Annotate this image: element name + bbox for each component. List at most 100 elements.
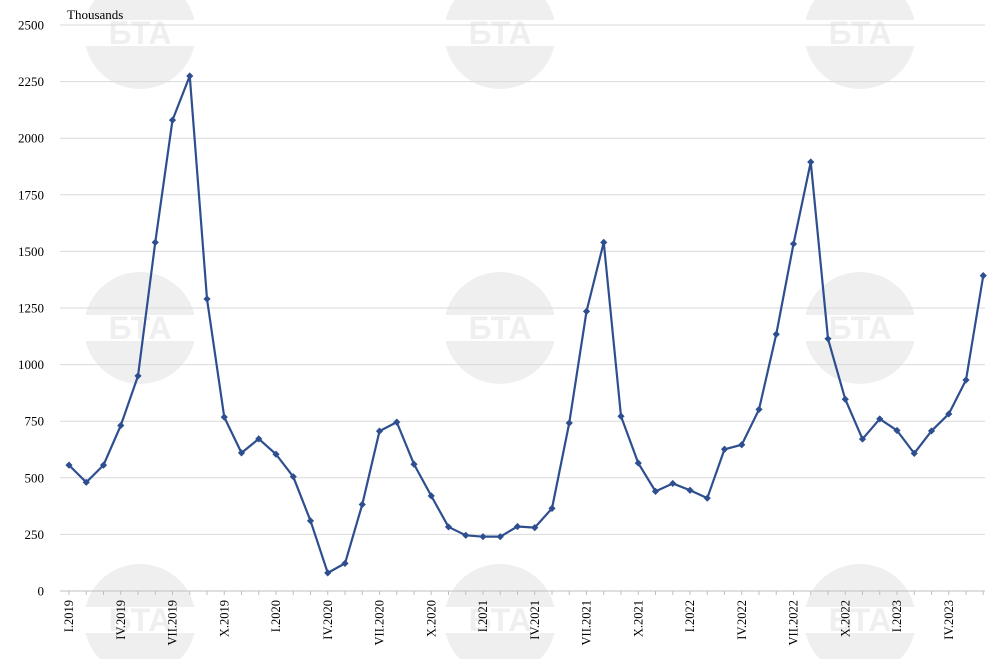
watermark-text: БТА [829, 15, 892, 51]
data-point [203, 295, 211, 303]
data-point [324, 569, 332, 577]
x-tick-label: I.2023 [890, 600, 904, 632]
series-layer [65, 72, 987, 577]
x-tick-label: VII.2021 [580, 600, 594, 645]
data-point [289, 473, 297, 481]
y-axis: 0 250 500 750 1000 1250 1500 1750 2000 2250 2500 [18, 18, 44, 599]
data-point [410, 460, 418, 468]
x-tick-label: I.2019 [62, 600, 76, 632]
y-tick-label: 2500 [18, 18, 44, 33]
data-point [824, 335, 832, 343]
data-point [462, 531, 470, 539]
watermark-text: БТА [829, 310, 892, 346]
y-tick-label: 2000 [18, 131, 44, 146]
series-line [68, 74, 985, 574]
data-point [634, 459, 642, 467]
watermark-logo: БТА [804, 272, 916, 384]
x-tick-label: IV.2023 [942, 600, 956, 640]
y-tick-label: 750 [25, 414, 45, 429]
data-point [720, 445, 729, 453]
watermark-text: БТА [109, 15, 172, 51]
data-point [945, 410, 953, 418]
watermark-logo: БТА [444, 564, 556, 659]
watermark-text: БТА [109, 602, 172, 638]
x-tick-label: I.2022 [683, 600, 697, 632]
data-point [893, 426, 901, 435]
data-point [531, 524, 539, 532]
x-tick-label: I.2020 [269, 600, 283, 632]
watermark-text: БТА [469, 310, 532, 346]
y-tick-label: 250 [25, 527, 45, 542]
unit-label: Thousands [67, 7, 123, 22]
x-tick-label: IV.2022 [735, 600, 749, 640]
watermark-text: БТА [109, 310, 172, 346]
data-point [255, 435, 263, 443]
data-point [82, 478, 90, 486]
y-tick-label: 1750 [18, 187, 44, 202]
data-point [789, 240, 798, 248]
y-tick-label: 2250 [18, 74, 44, 89]
y-tick-label: 0 [38, 584, 45, 599]
data-point [703, 494, 711, 502]
data-point [927, 427, 936, 435]
gridlines [60, 24, 985, 535]
watermark-logo: БТА [84, 272, 196, 384]
data-point [237, 449, 246, 457]
data-point [186, 72, 194, 80]
y-tick-label: 1500 [18, 244, 44, 259]
data-point [565, 419, 573, 427]
data-point [669, 479, 677, 488]
x-tick-label: IV.2019 [114, 600, 128, 640]
x-axis: I.2019 IV.2019 VII.2019 X.2019 I.2020 IV.2020… [60, 590, 985, 645]
data-point [858, 435, 867, 443]
watermark-logo: БТА [84, 0, 196, 89]
data-point [393, 418, 401, 426]
x-tick-label: X.2022 [838, 600, 852, 637]
data-point [686, 486, 694, 494]
watermark-logo: БТА [444, 272, 556, 384]
x-tick-label: X.2019 [217, 600, 231, 637]
watermark-text: БТА [469, 15, 532, 51]
data-point [444, 523, 453, 531]
data-point [876, 415, 884, 423]
data-point [306, 517, 315, 525]
data-point [548, 504, 556, 512]
data-point [479, 533, 487, 541]
x-tick-label: X.2021 [631, 600, 645, 637]
x-tick-label: X.2020 [424, 600, 438, 637]
watermark-layer: БТА БТА БТА БТА БТА БТА БТА БТА БТА [84, 0, 916, 659]
data-point [134, 372, 142, 380]
y-tick-label: 500 [25, 470, 45, 485]
data-point [151, 238, 159, 246]
data-point [841, 395, 849, 403]
y-tick-label: 1000 [18, 357, 44, 372]
data-point [65, 461, 73, 469]
data-point [582, 307, 591, 315]
data-point [772, 330, 780, 338]
data-point [755, 405, 763, 414]
watermark-logo: БТА [444, 0, 556, 89]
x-tick-label: IV.2021 [528, 600, 542, 640]
watermark-logo: БТА [84, 564, 196, 659]
data-point [617, 412, 625, 420]
data-point [807, 158, 815, 166]
data-point [979, 272, 987, 280]
data-point [496, 533, 504, 541]
data-point [962, 376, 970, 384]
data-point [272, 450, 280, 458]
data-point [99, 461, 108, 469]
data-point [358, 500, 366, 509]
data-point [600, 238, 608, 246]
data-point [341, 559, 349, 567]
watermark-text: БТА [829, 602, 892, 638]
data-point [220, 413, 228, 421]
watermark-logo: БТА [804, 564, 916, 659]
data-point [651, 487, 660, 495]
data-point [427, 492, 435, 500]
data-point [117, 421, 125, 430]
watermark-text: БТА [469, 602, 532, 638]
watermark-logo: БТА [804, 0, 916, 89]
x-tick-label: I.2021 [476, 600, 490, 632]
data-point [168, 116, 177, 124]
